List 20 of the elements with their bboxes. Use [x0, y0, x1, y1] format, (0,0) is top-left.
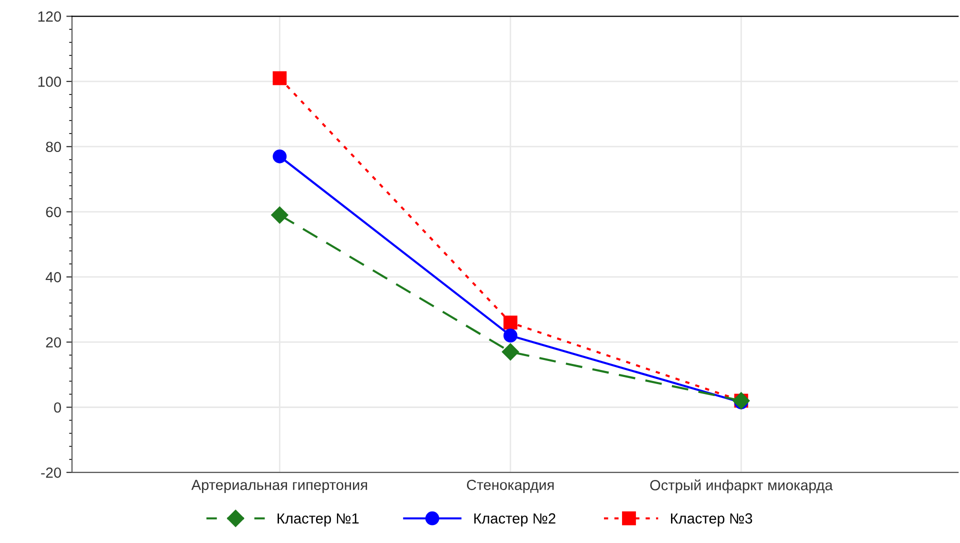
x-tick-label: Артериальная гипертония — [191, 480, 368, 493]
point — [271, 206, 288, 224]
legend-label: Кластер №1 — [278, 513, 359, 526]
point — [272, 149, 287, 164]
y-tick-label: 80 — [46, 142, 62, 152]
x-tick-label: Стенокардия — [466, 480, 554, 493]
legend-label: Кластер №3 — [671, 513, 752, 526]
y-tick-label: 40 — [46, 272, 62, 282]
y-tick-label: 120 — [38, 11, 62, 22]
point — [503, 316, 518, 330]
y-tick-label: 100 — [38, 76, 62, 87]
y-tick-label: 0 — [54, 402, 62, 413]
legend-label: Кластер №2 — [474, 513, 556, 526]
point — [272, 71, 287, 86]
y-tick-label: 20 — [46, 337, 62, 348]
y-tick-label: -20 — [41, 468, 62, 478]
point — [502, 343, 519, 360]
x-tick-label: Острый инфаркт миокарда — [650, 479, 833, 494]
point — [503, 328, 518, 343]
y-tick-label: 60 — [46, 206, 62, 218]
